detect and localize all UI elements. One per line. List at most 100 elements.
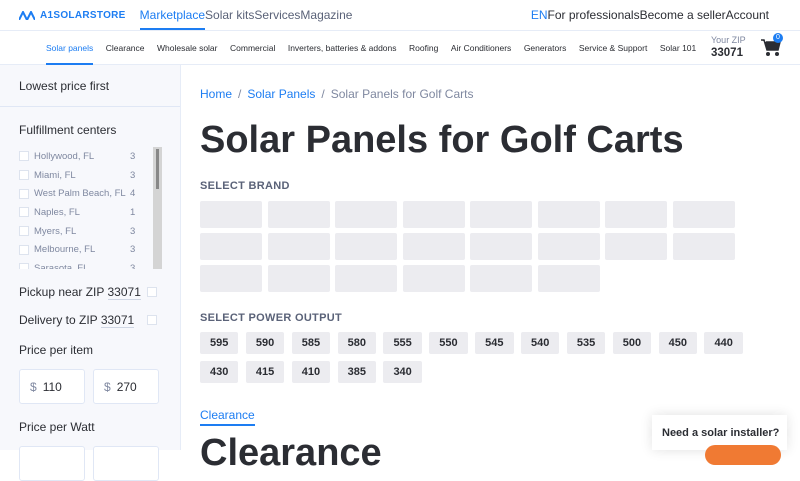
power-option[interactable]: 415 [245,361,285,383]
power-option[interactable]: 580 [337,332,376,354]
fulfillment-center-item[interactable]: Naples, FL 1 [19,203,180,222]
power-option[interactable]: 385 [337,361,376,383]
power-option[interactable]: 450 [658,332,697,354]
power-option[interactable]: 550 [429,332,468,354]
category-air-conditioners[interactable]: Air Conditioners [450,42,512,53]
category-commercial[interactable]: Commercial [230,42,276,53]
brand-placeholder[interactable] [402,265,465,292]
power-option[interactable]: 440 [704,332,743,354]
center-count: 3 [130,244,136,256]
fulfillment-center-item[interactable]: Miami, FL 3 [19,166,180,185]
fulfillment-title: Fulfillment centers [19,123,117,137]
brand-placeholder[interactable] [200,201,262,228]
delivery-zip[interactable]: 33071 [100,313,135,328]
brand-placeholder[interactable] [537,201,600,228]
breadcrumb-home[interactable]: Home [200,87,233,101]
sort-select[interactable]: Lowest price first [0,65,180,107]
logo[interactable]: A1SOLARSTORE [19,10,126,21]
category-solar-panels[interactable]: Solar panels [46,31,94,65]
fulfillment-center-item[interactable]: Sarasota, FL 3 [19,259,180,269]
category-roofing[interactable]: Roofing [409,42,439,53]
nav-solar-kits[interactable]: Solar kits [205,8,255,22]
brand-placeholder[interactable] [537,233,600,260]
power-option[interactable]: 430 [200,361,239,383]
brand-placeholder[interactable] [672,233,735,260]
power-option[interactable]: 590 [245,332,285,354]
top-header: A1SOLARSTORE Marketplace Solar kits Serv… [0,0,800,30]
center-name: Melbourne, FL [34,244,96,256]
watt-max-input[interactable] [93,446,159,481]
brand-placeholder[interactable] [605,233,667,260]
center-name: Hollywood, FL [34,150,95,162]
power-option[interactable]: 540 [521,332,560,354]
brand-placeholder[interactable] [402,201,465,228]
brand-placeholder[interactable] [605,201,667,228]
category-wholesale[interactable]: Wholesale solar [157,42,218,53]
installer-popup[interactable]: Need a solar installer? [652,415,787,450]
brand-placeholder[interactable] [335,201,397,228]
zip-selector[interactable]: Your ZIP 33071 [711,35,746,59]
pickup-checkbox[interactable] [147,287,157,297]
checkbox[interactable] [19,188,29,199]
brand-placeholder[interactable] [470,201,532,228]
category-solar-101[interactable]: Solar 101 [659,42,697,53]
brand-placeholder[interactable] [470,233,532,260]
brand-placeholder[interactable] [402,233,465,260]
breadcrumb-solar-panels[interactable]: Solar Panels [247,87,316,101]
center-name: Sarasota, FL [34,262,89,269]
brand-placeholder[interactable] [335,233,397,260]
cart-button[interactable]: 0 [761,33,783,60]
nav-magazine[interactable]: Magazine [300,8,353,22]
language-switch[interactable]: EN [530,8,548,22]
power-option[interactable]: 595 [200,332,239,354]
brand-placeholder[interactable] [200,233,262,260]
nav-marketplace[interactable]: Marketplace [139,0,206,30]
nav-services[interactable]: Services [254,8,301,22]
checkbox[interactable] [19,151,29,162]
delivery-checkbox[interactable] [147,315,157,325]
fulfillment-center-item[interactable]: Myers, FL 3 [19,222,180,241]
scrollbar[interactable] [153,147,162,269]
price-max-input[interactable]: $270 [93,369,159,404]
tab-clearance[interactable]: Clearance [200,408,255,426]
brand-placeholder[interactable] [470,265,532,292]
power-options: 595 590 585 580 555 550 545 540 535 500 450 440 430 4… [200,332,760,383]
checkbox[interactable] [19,263,29,269]
watt-min-input[interactable] [19,446,85,481]
brand-placeholder[interactable] [335,265,397,292]
category-clearance[interactable]: Clearance [105,42,145,53]
power-option[interactable]: 585 [291,332,331,354]
category-service[interactable]: Service & Support [578,42,648,53]
power-option[interactable]: 545 [475,332,514,354]
checkbox[interactable] [19,207,29,218]
checkbox[interactable] [19,244,29,255]
brand-placeholder[interactable] [672,201,735,228]
brand-placeholder[interactable] [267,201,330,228]
account-link[interactable]: Account [725,8,769,22]
brand-placeholder[interactable] [267,233,330,260]
power-option[interactable]: 500 [612,332,652,354]
brand-placeholder[interactable] [537,265,600,292]
fulfillment-center-item[interactable]: Hollywood, FL 3 [19,147,180,166]
power-option[interactable]: 555 [383,332,422,354]
cart-count-badge: 0 [773,33,783,43]
price-min-input[interactable]: $110 [19,369,85,404]
fulfillment-center-item[interactable]: West Palm Beach, FL 4 [19,184,180,203]
become-seller-link[interactable]: Become a seller [639,8,726,22]
for-professionals-link[interactable]: For professionals [547,8,640,22]
installer-cta-button[interactable] [705,445,781,465]
category-generators[interactable]: Generators [523,42,567,53]
delivery-option[interactable]: Delivery to ZIP 33071 [19,313,162,328]
power-option[interactable]: 535 [566,332,606,354]
center-count: 3 [130,225,136,237]
category-inverters[interactable]: Inverters, batteries & addons [287,42,397,53]
brand-placeholder[interactable] [267,265,330,292]
pickup-option[interactable]: Pickup near ZIP 33071 [19,285,162,300]
power-option[interactable]: 340 [383,361,422,383]
fulfillment-center-item[interactable]: Melbourne, FL 3 [19,240,180,259]
checkbox[interactable] [19,170,29,181]
power-option[interactable]: 410 [291,361,331,383]
checkbox[interactable] [19,226,29,237]
brand-placeholder[interactable] [200,265,262,292]
pickup-zip[interactable]: 33071 [107,285,141,300]
